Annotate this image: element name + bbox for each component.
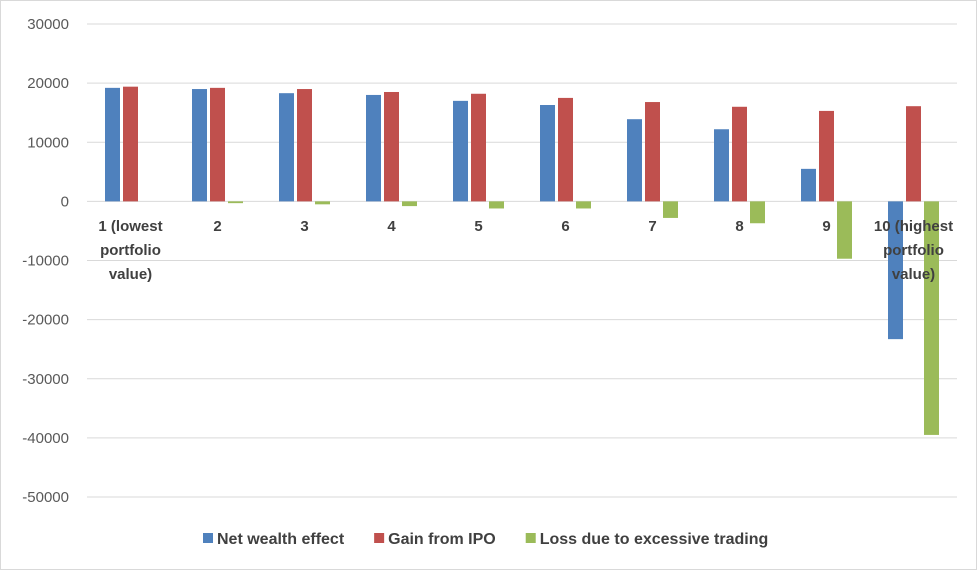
legend-label: Gain from IPO (388, 531, 496, 548)
x-category-label: 4 (387, 218, 396, 235)
y-tick-label: 0 (61, 193, 69, 210)
y-tick-label: -10000 (22, 253, 69, 270)
x-category-label: 10 (highest portfolio value) (874, 218, 953, 283)
y-tick-label: 10000 (27, 134, 69, 151)
x-category-label: 5 (474, 218, 482, 235)
bar-series-1 (105, 87, 120, 202)
legend-swatch (374, 533, 385, 543)
x-category-label: 6 (561, 218, 569, 235)
bar-series-2 (384, 91, 399, 202)
bar-series-1 (279, 93, 294, 202)
bar-series-2 (645, 102, 660, 202)
bar-series-1 (714, 129, 729, 202)
legend-label: Loss due to excessive trading (540, 531, 769, 548)
x-category-label: 2 (213, 218, 221, 235)
y-tick-label: 30000 (27, 16, 69, 33)
y-tick-label: -30000 (22, 371, 69, 388)
bar-series-2 (732, 106, 747, 202)
bar-series-3 (228, 201, 243, 204)
bar-series-3 (750, 201, 765, 224)
bar-series-2 (558, 97, 573, 202)
bar-series-2 (471, 93, 486, 202)
bar-series-2 (906, 106, 921, 202)
bar-series-1 (627, 119, 642, 202)
legend-swatch (525, 533, 536, 543)
bar-series-1 (453, 100, 468, 202)
bar-series-3 (315, 201, 330, 205)
bar-series-3 (402, 201, 417, 207)
y-tick-label: -20000 (22, 312, 69, 329)
bar-series-3 (837, 201, 852, 259)
legend-swatch (203, 533, 213, 543)
bar-series-2 (819, 110, 834, 202)
x-category-label: 8 (735, 218, 743, 235)
x-category-label: 1 (lowest portfolio value) (98, 218, 162, 283)
bar-series-1 (192, 89, 207, 202)
bar-series-3 (924, 201, 939, 435)
bar-series-3 (663, 201, 678, 218)
bar-series-1 (801, 168, 816, 202)
bar-series-3 (489, 201, 504, 209)
bar-series-2 (297, 89, 312, 202)
x-category-label: 3 (300, 218, 308, 235)
bar-series-3 (576, 201, 591, 209)
x-category-label: 7 (648, 218, 656, 235)
y-tick-label: -50000 (22, 489, 69, 506)
x-category-label: 9 (822, 218, 830, 235)
bar-series-2 (123, 86, 138, 202)
y-tick-label: -40000 (22, 430, 69, 447)
legend-label: Net wealth effect (217, 531, 345, 548)
bar-series-1 (366, 94, 381, 202)
y-tick-label: 20000 (27, 75, 69, 92)
bar-series-1 (540, 105, 555, 202)
bar-series-1 (888, 201, 903, 340)
bar-series-2 (210, 87, 225, 202)
